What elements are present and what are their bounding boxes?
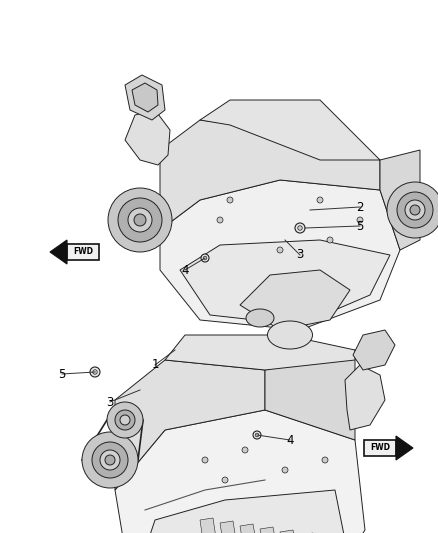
Circle shape	[227, 197, 233, 203]
Circle shape	[387, 182, 438, 238]
Polygon shape	[260, 527, 283, 533]
Polygon shape	[125, 75, 165, 120]
Polygon shape	[240, 270, 350, 330]
Polygon shape	[160, 120, 380, 230]
Polygon shape	[115, 360, 265, 490]
Circle shape	[217, 217, 223, 223]
Text: 4: 4	[181, 263, 189, 277]
Polygon shape	[280, 530, 303, 533]
Polygon shape	[132, 83, 158, 112]
Circle shape	[128, 208, 152, 232]
Circle shape	[277, 247, 283, 253]
Ellipse shape	[268, 321, 312, 349]
Text: FWD: FWD	[73, 247, 93, 256]
Text: 5: 5	[356, 220, 364, 232]
Text: 3: 3	[297, 248, 304, 262]
Polygon shape	[67, 244, 99, 260]
Polygon shape	[50, 240, 67, 264]
Text: 1: 1	[151, 359, 159, 372]
Polygon shape	[200, 100, 380, 160]
Polygon shape	[380, 150, 420, 250]
Polygon shape	[345, 365, 385, 430]
Polygon shape	[240, 524, 263, 533]
Circle shape	[108, 188, 172, 252]
Circle shape	[118, 198, 162, 242]
Polygon shape	[125, 110, 170, 165]
Circle shape	[82, 432, 138, 488]
Polygon shape	[165, 335, 355, 370]
Ellipse shape	[246, 309, 274, 327]
Polygon shape	[160, 180, 400, 330]
Circle shape	[107, 402, 143, 438]
Circle shape	[115, 410, 135, 430]
Circle shape	[322, 457, 328, 463]
Circle shape	[92, 442, 128, 478]
Text: FWD: FWD	[370, 443, 390, 453]
Circle shape	[134, 214, 146, 226]
Circle shape	[357, 217, 363, 223]
Circle shape	[282, 467, 288, 473]
Text: 4: 4	[286, 433, 294, 447]
Circle shape	[90, 367, 100, 377]
Circle shape	[410, 205, 420, 215]
Circle shape	[201, 254, 209, 262]
Text: 2: 2	[356, 200, 364, 214]
Polygon shape	[353, 330, 395, 370]
Polygon shape	[180, 240, 390, 325]
Text: 5: 5	[58, 367, 66, 381]
Text: 3: 3	[106, 395, 114, 408]
Polygon shape	[265, 350, 355, 440]
Circle shape	[100, 450, 120, 470]
Circle shape	[255, 433, 259, 437]
Circle shape	[120, 415, 130, 425]
Circle shape	[222, 477, 228, 483]
Circle shape	[405, 200, 425, 220]
Circle shape	[253, 431, 261, 439]
Polygon shape	[145, 490, 345, 533]
Polygon shape	[396, 436, 413, 460]
Circle shape	[203, 256, 207, 260]
Polygon shape	[200, 518, 223, 533]
Circle shape	[397, 192, 433, 228]
Circle shape	[105, 455, 115, 465]
Circle shape	[317, 197, 323, 203]
Circle shape	[327, 237, 333, 243]
Circle shape	[298, 226, 302, 230]
Polygon shape	[220, 521, 243, 533]
Circle shape	[202, 457, 208, 463]
Polygon shape	[364, 440, 396, 456]
Circle shape	[295, 223, 305, 233]
Circle shape	[93, 370, 97, 374]
Circle shape	[242, 447, 248, 453]
Polygon shape	[115, 410, 365, 533]
